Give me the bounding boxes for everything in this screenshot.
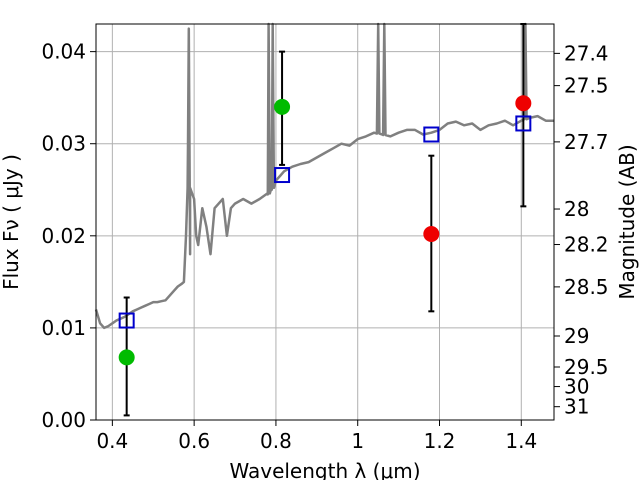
magnitude-tick-label: 29.5 xyxy=(564,355,609,379)
model-photometry-point xyxy=(274,167,291,184)
grid-lines xyxy=(96,24,554,421)
x-axis-title: Wavelength λ (μm) xyxy=(229,459,420,480)
data-point xyxy=(118,349,135,366)
photometry-markers xyxy=(118,95,532,366)
model-spectrum-line xyxy=(94,22,554,330)
magnitude-tick-label: 27.5 xyxy=(564,74,609,98)
error-bars xyxy=(123,23,527,417)
y-axis-ticks: 0.00 0.01 0.02 0.03 0.04 xyxy=(41,40,96,432)
model-photometry-point xyxy=(515,115,532,132)
y-axis-title: Flux Fν ( μJy ) xyxy=(0,154,23,290)
x-tick-label: 0.4 xyxy=(96,429,128,453)
y-tick-label: 0.03 xyxy=(41,132,86,156)
magnitude-tick-label: 30 xyxy=(564,375,589,399)
y-tick-label: 0.01 xyxy=(41,316,86,340)
plot-frame xyxy=(95,23,555,421)
magnitude-tick-label: 27.7 xyxy=(564,130,609,154)
model-photometry-point xyxy=(423,126,440,143)
x-tick-label: 0.8 xyxy=(260,429,292,453)
model-photometry-point xyxy=(118,312,135,329)
magnitude-tick-label: 27.4 xyxy=(564,41,609,65)
magnitude-tick-label: 28.5 xyxy=(564,275,609,299)
magnitude-tick-label: 29 xyxy=(564,324,589,348)
y-tick-label: 0.02 xyxy=(41,224,86,248)
magnitude-tick-label: 31 xyxy=(564,395,589,419)
y-tick-label: 0.04 xyxy=(41,40,86,64)
x-tick-label: 1.4 xyxy=(505,429,537,453)
magnitude-tick-label: 28.2 xyxy=(564,233,609,257)
x-axis-ticks: 0.4 0.6 0.8 1 1.2 1.4 xyxy=(96,420,537,453)
x-tick-label: 0.6 xyxy=(178,429,210,453)
y-tick-label: 0.00 xyxy=(41,408,86,432)
x-tick-label: 1.2 xyxy=(424,429,456,453)
data-point xyxy=(423,225,440,242)
data-point xyxy=(515,95,532,112)
data-point xyxy=(274,98,291,115)
magnitude-tick-label: 28 xyxy=(564,197,589,221)
magnitude-axis-title: Magnitude (AB) xyxy=(615,144,639,299)
x-tick-label: 1 xyxy=(351,429,364,453)
model-spectrum xyxy=(94,22,554,330)
